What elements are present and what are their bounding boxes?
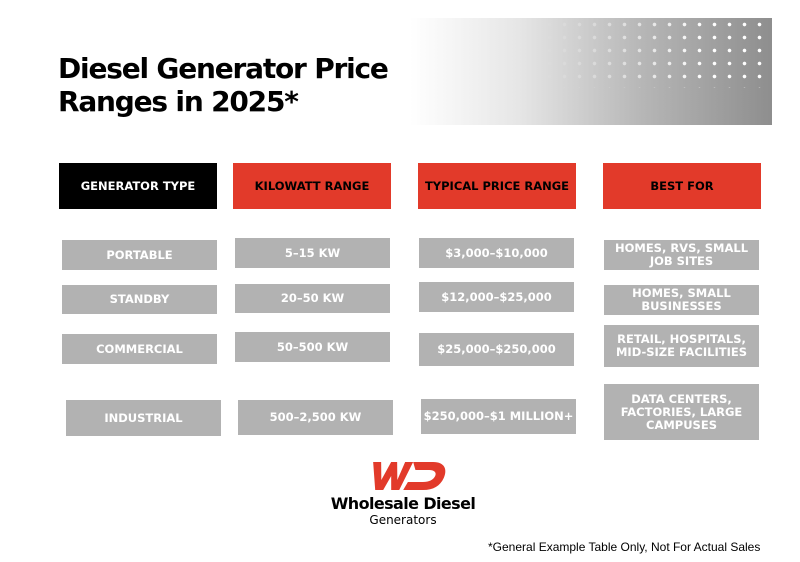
- table-cell-price: $3,000–$10,000: [419, 238, 574, 268]
- table-cell-type: PORTABLE: [62, 240, 217, 270]
- table-cell-price: $250,000–$1 MILLION+: [421, 399, 576, 434]
- header-generator-type: GENERATOR TYPE: [59, 163, 217, 209]
- table-cell-best-for: RETAIL, HOSPITALS, MID-SIZE FACILITIES: [604, 325, 759, 367]
- table-cell-kw: 5–15 KW: [235, 238, 390, 268]
- table-cell-price: $12,000–$25,000: [419, 282, 574, 312]
- table-cell-kw: 500–2,500 KW: [238, 400, 393, 435]
- header-best-for: BEST FOR: [603, 163, 761, 209]
- header-kilowatt-range: KILOWATT RANGE: [233, 163, 391, 209]
- brand-wordmark: Wholesale Diesel Generators: [310, 494, 496, 527]
- dot-pattern: [542, 18, 772, 88]
- table-cell-best-for: HOMES, SMALL BUSINESSES: [604, 285, 759, 315]
- footnote: *General Example Table Only, Not For Act…: [488, 540, 761, 554]
- table-cell-price: $25,000–$250,000: [419, 333, 574, 366]
- table-cell-best-for: HOMES, RVS, SMALL JOB SITES: [604, 240, 759, 270]
- table-cell-type: STANDBY: [62, 285, 217, 314]
- table-cell-type: INDUSTRIAL: [66, 400, 221, 436]
- page-title: Diesel Generator Price Ranges in 2025*: [58, 52, 389, 118]
- decorative-banner: [410, 18, 772, 125]
- header-typical-price-range: TYPICAL PRICE RANGE: [418, 163, 576, 209]
- table-cell-type: COMMERCIAL: [62, 334, 217, 364]
- wd-logo-icon: [373, 462, 446, 490]
- table-cell-kw: 20–50 KW: [235, 284, 390, 313]
- brand-name-line2: Generators: [369, 513, 437, 527]
- table-cell-kw: 50–500 KW: [235, 332, 390, 362]
- brand-name-line1: Wholesale Diesel: [330, 494, 476, 513]
- table-cell-best-for: DATA CENTERS, FACTORIES, LARGE CAMPUSES: [604, 384, 759, 440]
